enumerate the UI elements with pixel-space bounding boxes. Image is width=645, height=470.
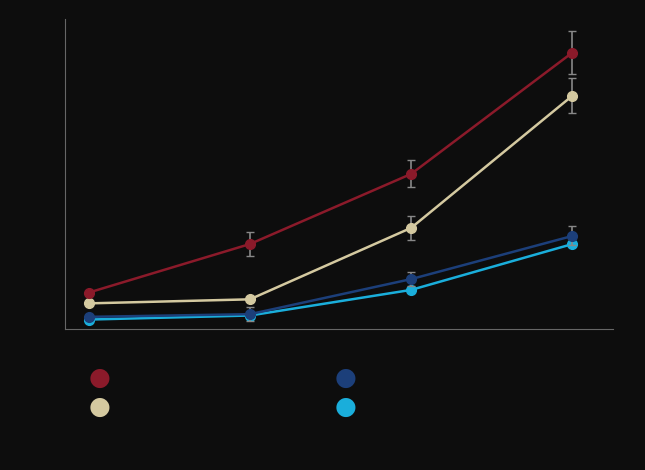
Text: ●: ●	[89, 394, 111, 419]
Text: ●: ●	[89, 366, 111, 391]
Text: ●: ●	[334, 394, 356, 419]
Text: ●: ●	[334, 366, 356, 391]
